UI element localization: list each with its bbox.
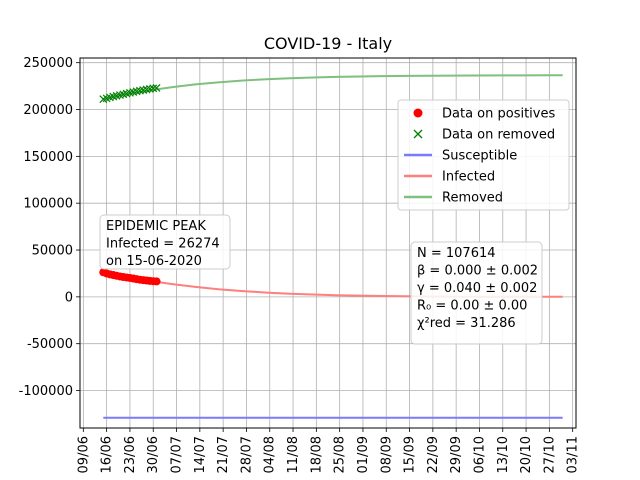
- peak-annotation: EPIDEMIC PEAK Infected = 26274 on 15-06-20…: [99, 214, 231, 270]
- x-tick-label: 13/10: [496, 436, 511, 473]
- peak-annotation-box: [99, 214, 231, 270]
- legend-label-susceptible: Susceptible: [442, 149, 517, 164]
- params-annotation-line: N = 107614: [417, 246, 496, 261]
- plot-area: 250000 200000 150000 100000 50000 0 -50000 -100…: [19, 56, 581, 473]
- data-on-removed-marker: [149, 84, 158, 93]
- legend: Data on positives Data on removed Suscepti…: [397, 99, 570, 211]
- x-tick-label: 07/07: [170, 436, 185, 473]
- params-annotation-box: [410, 241, 543, 345]
- params-annotation-line: γ = 0.040 ± 0.002: [417, 281, 537, 296]
- x-tick-label: 30/06: [146, 436, 161, 473]
- peak-annotation-line: on 15-06-2020: [106, 254, 202, 269]
- axes-frame: [79, 57, 577, 429]
- y-tick-label: 200000: [23, 103, 73, 118]
- peak-annotation-line: EPIDEMIC PEAK: [106, 219, 206, 234]
- x-tick-label: 25/08: [333, 436, 348, 473]
- x-tick-label: 15/09: [403, 436, 418, 473]
- y-tick-label: 50000: [32, 244, 73, 259]
- legend-swatch-data-on-removed: [413, 129, 423, 139]
- x-tick-label: 03/11: [566, 436, 581, 473]
- params-annotation-line: χ²red = 31.286: [417, 316, 516, 331]
- x-tick-label: 08/09: [379, 436, 394, 473]
- params-annotation: N = 107614 β = 0.000 ± 0.002 γ = 0.040 ± 0…: [410, 241, 543, 345]
- data-on-removed-marker: [152, 84, 161, 92]
- x-tick-label: 01/09: [356, 436, 371, 473]
- x-tick-label: 14/07: [193, 436, 208, 473]
- x-tick-label: 29/09: [449, 436, 464, 473]
- data-on-positives-marker: [152, 277, 161, 286]
- x-tick-label: 20/10: [519, 436, 534, 473]
- x-tick-label: 23/06: [123, 436, 138, 473]
- x-tick-label: 09/06: [76, 436, 91, 473]
- x-tick-label: 18/08: [309, 436, 324, 473]
- y-tick-label: 250000: [23, 56, 73, 71]
- y-tick-label: -100000: [19, 384, 73, 399]
- legend-label-data-on-positives: Data on positives: [442, 107, 555, 122]
- x-tick-label: 22/09: [426, 436, 441, 473]
- x-tick-label: 04/08: [263, 436, 278, 473]
- legend-label-infected: Infected: [442, 170, 495, 185]
- x-tick-label: 28/07: [239, 436, 254, 473]
- legend-label-removed: Removed: [442, 191, 503, 206]
- legend-box: [397, 99, 570, 211]
- y-tick-label: -50000: [27, 337, 73, 352]
- legend-label-data-on-removed: Data on removed: [442, 128, 555, 143]
- params-annotation-line: β = 0.000 ± 0.002: [417, 264, 538, 279]
- x-tick-label: 16/06: [100, 436, 115, 473]
- y-tick-label: 0: [65, 290, 73, 305]
- peak-annotation-line: Infected = 26274: [106, 237, 220, 252]
- x-tick-label: 27/10: [542, 436, 557, 473]
- x-tick-label: 06/10: [472, 436, 487, 473]
- x-tick-label: 11/08: [286, 436, 301, 473]
- chart-title: COVID-19 - Italy: [264, 34, 392, 53]
- y-tick-label: 100000: [23, 197, 73, 212]
- legend-swatch-data-on-positives: [413, 108, 423, 118]
- params-annotation-line: R₀ = 0.00 ± 0.00: [417, 299, 527, 314]
- x-tick-label: 21/07: [216, 436, 231, 473]
- removed-line: [103, 74, 563, 101]
- y-tick-label: 150000: [23, 150, 73, 165]
